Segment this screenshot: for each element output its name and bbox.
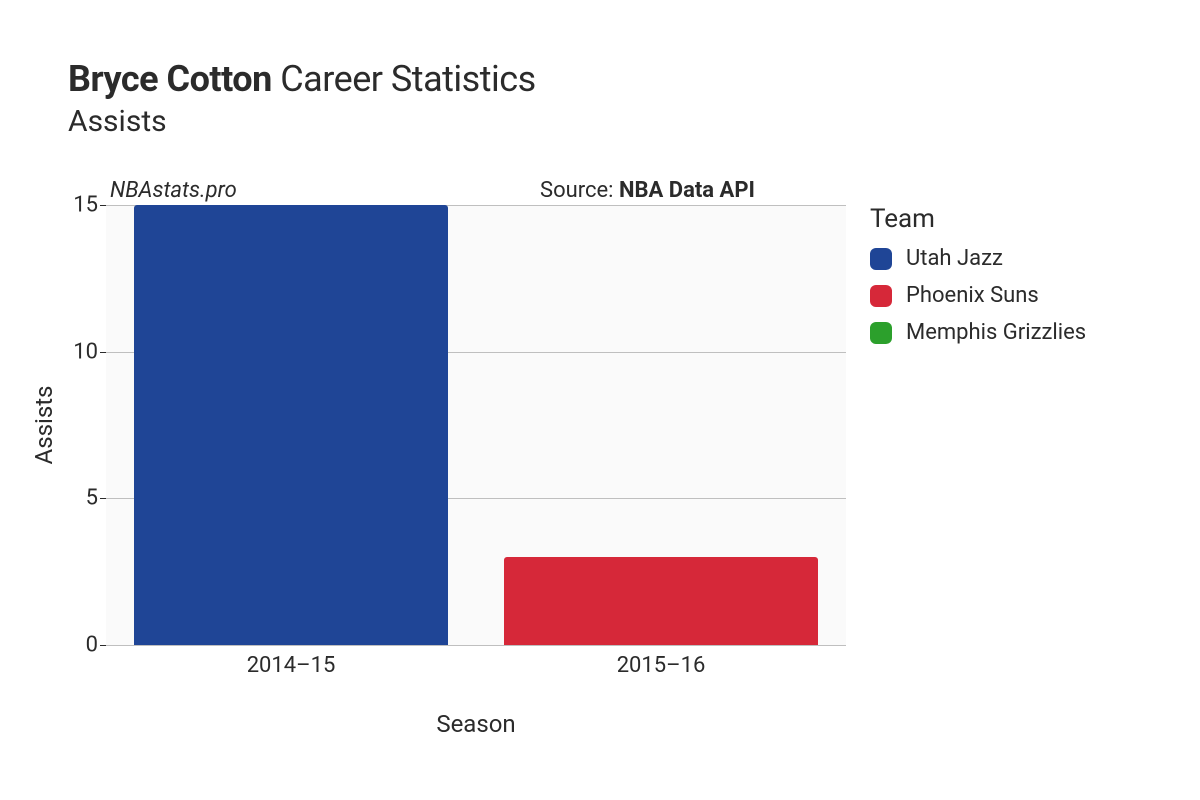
source-name: NBA Data API xyxy=(619,178,755,203)
bar xyxy=(504,557,819,645)
legend-label: Phoenix Suns xyxy=(906,283,1039,308)
y-tick-mark xyxy=(100,498,106,499)
legend-swatch xyxy=(870,322,892,344)
plot-area xyxy=(106,205,846,645)
y-tick-label: 10 xyxy=(0,339,98,364)
x-tick-label: 2014–15 xyxy=(247,653,336,678)
y-tick-label: 5 xyxy=(0,486,98,511)
legend: Team Utah Jazz Phoenix Suns Memphis Grizzl… xyxy=(870,204,1086,357)
legend-label: Memphis Grizzlies xyxy=(906,320,1086,345)
chart-title-block: Bryce Cotton Career Statistics Assists xyxy=(68,58,536,139)
chart-title: Bryce Cotton Career Statistics xyxy=(68,58,536,100)
gridline xyxy=(106,645,846,646)
y-tick-label: 0 xyxy=(0,633,98,658)
x-axis-title: Season xyxy=(436,710,515,738)
player-name: Bryce Cotton xyxy=(68,58,272,100)
legend-item: Utah Jazz xyxy=(870,246,1086,271)
legend-item: Memphis Grizzlies xyxy=(870,320,1086,345)
y-tick-mark xyxy=(100,205,106,206)
chart-subtitle: Assists xyxy=(68,104,536,139)
y-tick-label: 15 xyxy=(0,193,98,218)
x-tick-label: 2015–16 xyxy=(617,653,706,678)
y-tick-mark xyxy=(100,352,106,353)
legend-swatch xyxy=(870,248,892,270)
watermark: NBAstats.pro xyxy=(110,178,237,203)
legend-item: Phoenix Suns xyxy=(870,283,1086,308)
source-attribution: Source: NBA Data API xyxy=(540,178,755,203)
legend-title: Team xyxy=(870,204,1086,234)
legend-label: Utah Jazz xyxy=(906,246,1003,271)
y-tick-mark xyxy=(100,645,106,646)
bar xyxy=(134,205,449,645)
title-suffix: Career Statistics xyxy=(272,58,536,100)
y-axis-title: Assists xyxy=(30,386,58,465)
source-prefix: Source: xyxy=(540,178,619,203)
legend-swatch xyxy=(870,285,892,307)
